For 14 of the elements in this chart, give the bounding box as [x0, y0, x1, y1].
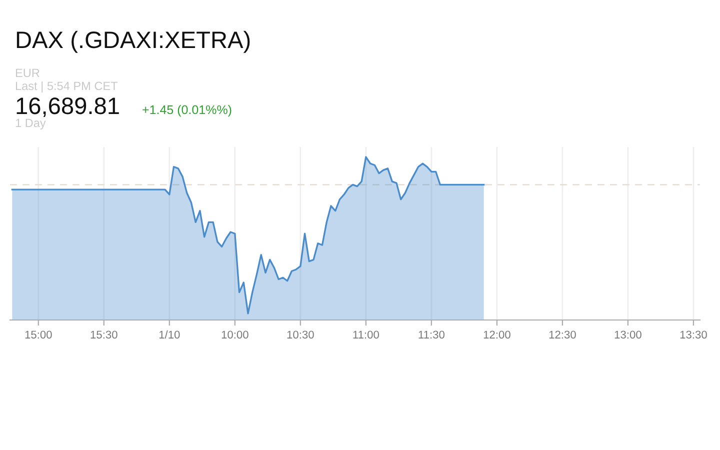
x-tick-label: 1/10 [159, 330, 180, 339]
x-tick-label: 13:30 [680, 330, 707, 339]
text: 16,689.81 [16, 98, 119, 118]
x-tick-label: 15:30 [90, 330, 118, 339]
text: +1.45 (0.01%%) [142, 104, 232, 117]
x-tick-label: 11:00 [353, 330, 379, 339]
x-tick-label: 12:00 [484, 330, 510, 339]
x-tick-label: 13:00 [614, 330, 642, 339]
chart-title: DAX (.GDAXI:XETRA) [16, 30, 250, 53]
x-tick-label: 10:00 [222, 330, 248, 339]
x-tick-label: 10:30 [287, 330, 314, 339]
x-tick-label: 15:00 [25, 330, 52, 339]
x-tick-label: 12:30 [549, 330, 576, 339]
x-tick-label: 11:30 [418, 330, 444, 339]
